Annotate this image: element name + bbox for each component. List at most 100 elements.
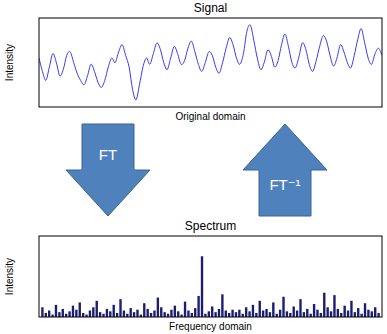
spectrum-bar xyxy=(279,310,281,317)
plot-frame xyxy=(39,236,382,317)
spectrum-bar xyxy=(157,298,159,317)
spectrum-bar xyxy=(354,312,356,317)
spectrum-bar xyxy=(106,309,108,317)
spectrum-bar xyxy=(92,307,94,317)
spectrum-bar xyxy=(255,313,257,317)
spectrum-bar xyxy=(48,311,50,317)
spectrum-bar xyxy=(191,313,193,317)
spectrum-bar xyxy=(265,309,267,317)
spectrum-bar xyxy=(58,312,60,317)
spectrum-bar xyxy=(143,303,145,317)
spectrum-bar xyxy=(282,297,284,317)
spectrum-bar xyxy=(299,299,301,317)
spectrum-bar xyxy=(289,313,291,317)
plot-frame xyxy=(39,18,382,107)
spectrum-bar xyxy=(174,306,176,317)
spectrum-bar xyxy=(79,302,81,317)
spectrum-bar xyxy=(89,311,91,317)
spectrum-bar xyxy=(109,311,111,317)
spectrum-bar xyxy=(96,301,98,317)
spectrum-bar xyxy=(197,296,199,317)
spectrum-bar xyxy=(364,303,366,317)
spectrum-bar xyxy=(160,307,162,317)
spectrum-bar xyxy=(211,306,213,317)
spectrum-bar xyxy=(248,311,250,317)
spectrum-bar xyxy=(225,311,227,317)
spectrum-bar xyxy=(62,309,64,317)
y-axis-label: Intensity xyxy=(4,44,15,81)
spectrum-bar xyxy=(123,311,125,317)
spectrum-bar xyxy=(296,311,298,317)
spectrum-bar xyxy=(82,313,84,317)
spectrum-bar xyxy=(343,306,345,317)
spectrum-bar xyxy=(259,301,261,317)
spectrum-bar xyxy=(153,311,155,317)
spectrum-bar xyxy=(228,313,230,317)
spectrum-bar xyxy=(45,313,47,317)
spectrum-bar xyxy=(340,313,342,317)
spectrum-bar xyxy=(150,313,152,317)
spectrum-bar xyxy=(371,311,373,317)
plot-marks xyxy=(41,256,380,317)
spectrum-bar xyxy=(235,312,237,317)
spectrum-bar xyxy=(286,311,288,317)
spectrum-bar xyxy=(357,308,359,317)
spectrum-bar xyxy=(231,310,233,317)
spectrum-bar xyxy=(347,311,349,317)
spectrum-bar xyxy=(221,294,223,317)
arrows: FT FT⁻¹ xyxy=(66,124,327,216)
spectrum-bar xyxy=(55,305,57,317)
chart-panel: Signal Original domain Intensity xyxy=(4,1,382,122)
arrow-label: FT⁻¹ xyxy=(269,176,300,193)
spectrum-bar xyxy=(374,307,376,317)
spectrum-bar xyxy=(377,313,379,317)
spectrum-bar xyxy=(163,312,165,317)
chart-title: Signal xyxy=(194,1,227,15)
arrow-up xyxy=(243,124,327,216)
spectrum-bar xyxy=(306,309,308,317)
spectrum-bar xyxy=(41,307,43,317)
spectrum-bar xyxy=(330,311,332,317)
spectrum-bar xyxy=(272,302,274,317)
spectrum-bar xyxy=(269,312,271,317)
plot-marks xyxy=(39,25,382,100)
spectrum-bar xyxy=(184,302,186,317)
spectrum-bar xyxy=(337,309,339,317)
spectrum-bar xyxy=(316,310,318,317)
signal-line xyxy=(39,25,382,100)
spectrum-bar xyxy=(136,310,138,317)
arrow-down xyxy=(66,124,150,216)
y-axis-label: Intensity xyxy=(4,258,15,295)
spectrum-bar xyxy=(113,305,115,317)
x-axis-label: Original domain xyxy=(175,111,245,122)
spectrum-bar xyxy=(214,312,216,317)
chart-title: Spectrum xyxy=(185,219,236,233)
spectrum-bar xyxy=(99,312,101,317)
spectrum-bar xyxy=(133,312,135,317)
arrow-label: FT xyxy=(99,146,117,163)
spectrum-bar xyxy=(119,299,121,317)
x-axis-label: Frequency domain xyxy=(169,321,252,332)
spectrum-bar xyxy=(170,310,172,317)
spectrum-bar xyxy=(293,306,295,317)
spectrum-bar xyxy=(323,293,325,317)
spectrum-bar xyxy=(72,306,74,317)
spectrum-bar xyxy=(326,307,328,317)
spectrum-bar xyxy=(208,311,210,317)
spectrum-bar xyxy=(75,310,77,317)
spectrum-bar xyxy=(350,301,352,317)
spectrum-bar xyxy=(218,309,220,317)
spectrum-bar xyxy=(238,310,240,317)
spectrum-bar xyxy=(116,313,118,317)
spectrum-bar xyxy=(201,256,203,317)
spectrum-bar xyxy=(333,295,335,317)
spectrum-bar xyxy=(245,307,247,317)
spectrum-bar xyxy=(177,311,179,317)
spectrum-bar xyxy=(146,309,148,317)
spectrum-bar xyxy=(313,304,315,317)
spectrum-bar xyxy=(252,305,254,317)
spectrum-bar xyxy=(187,311,189,317)
spectrum-bar xyxy=(367,310,369,317)
root: Signal Original domain Intensity Spectrum Fr… xyxy=(0,0,387,334)
diagram: Signal Original domain Intensity Spectrum Fr… xyxy=(0,0,387,334)
